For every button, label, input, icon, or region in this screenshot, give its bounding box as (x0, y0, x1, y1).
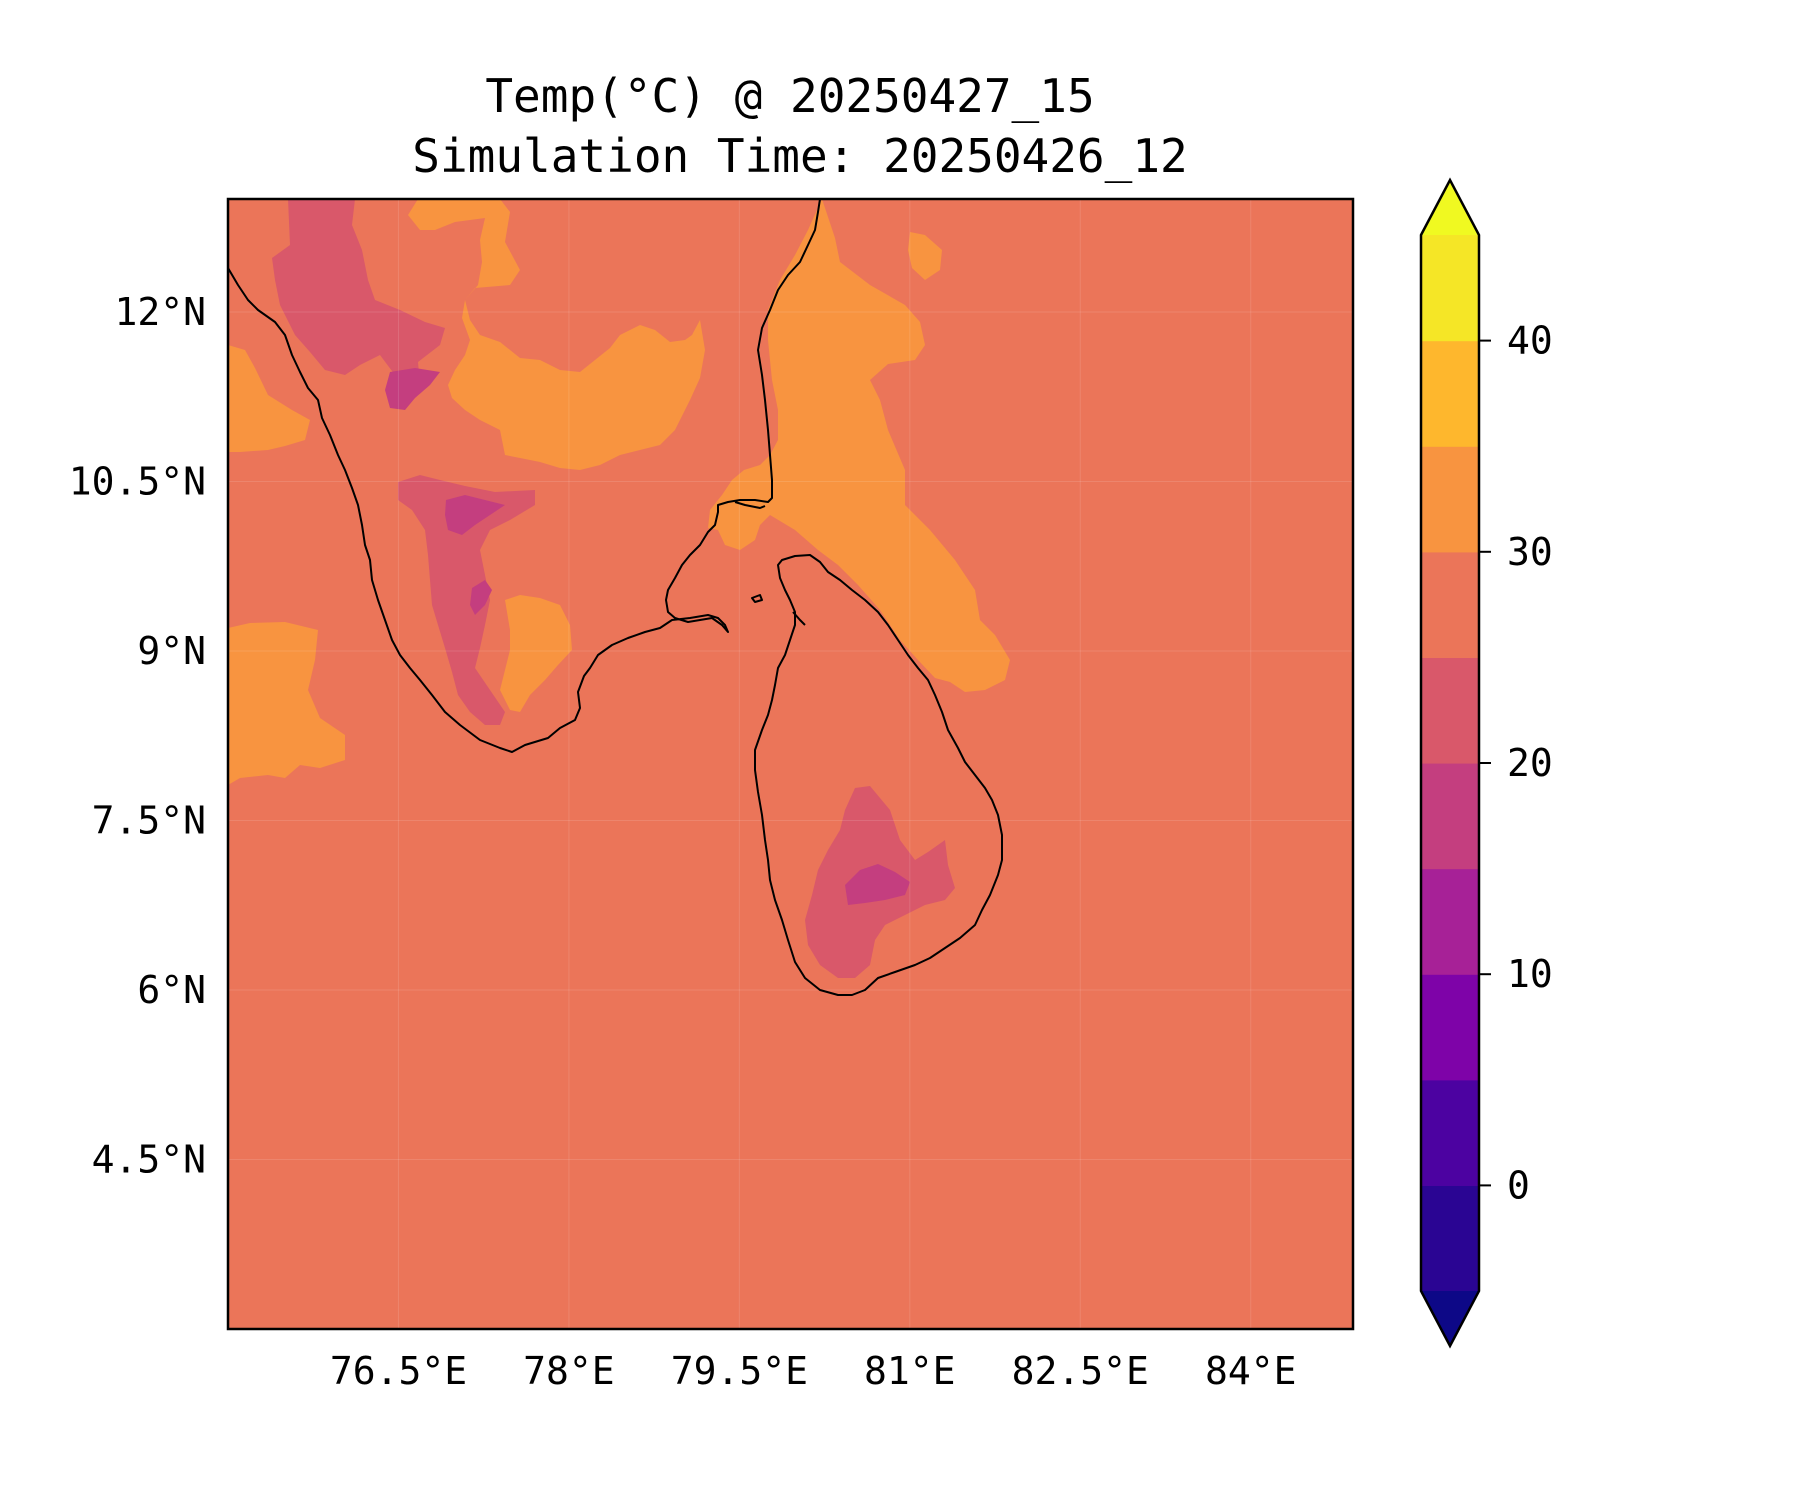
lon-tick-label: 84°E (1205, 1349, 1297, 1393)
temp-region-srilanka-peak (845, 864, 910, 905)
coastline-srilanka (754, 554, 1003, 996)
latitude-ticks: 12°N 10.5°N 9°N 7.5°N 6°N 4.5°N (69, 290, 206, 1182)
colorbar-segment (1421, 1079, 1479, 1186)
lon-tick-label: 76.5°E (330, 1349, 467, 1393)
colorbar-outline (1419, 177, 1481, 1349)
colorbar-under-triangle (1421, 1291, 1479, 1346)
coastline-india (228, 199, 821, 753)
lon-tick-label: 82.5°E (1012, 1349, 1149, 1393)
colorbar-segment (1421, 446, 1479, 553)
lon-tick-label: 79.5°E (671, 1349, 808, 1393)
colorbar-segment (1421, 340, 1479, 447)
temp-region-tamilnadu-south (500, 595, 572, 712)
temperature-field (228, 199, 1010, 978)
lat-tick-label: 9°N (137, 629, 206, 673)
colorbar-tick-label: 30 (1507, 530, 1553, 574)
temp-30-35-regions (228, 199, 1010, 785)
colorbar-segment (1421, 868, 1479, 975)
temp-region-tamilnadu-north (408, 199, 705, 470)
temp-region-western-ghats-south (398, 475, 535, 725)
temp-region-kerala-north (228, 345, 310, 452)
temp-region-palk-srilanka-north (708, 199, 1010, 692)
map-panel: 76.5°E 78°E 79.5°E 81°E 82.5°E 84°E 12°N 10.5°… (69, 197, 1355, 1393)
coastline-mannar (792, 611, 806, 626)
temp-region-western-ghats-north (272, 199, 445, 392)
colorbar-segments (1421, 235, 1479, 1292)
colorbar-tick-label: 10 (1507, 952, 1553, 996)
coastline-rameswaram (734, 501, 766, 509)
colorbar-tick-label: 0 (1507, 1163, 1530, 1207)
temp-region-anaimalai (445, 495, 505, 535)
colorbar-segment (1421, 1185, 1479, 1292)
gridlines (228, 199, 1353, 1329)
colorbar: 0 10 20 30 40 (1419, 177, 1553, 1349)
colorbar-ticks: 0 10 20 30 40 (1479, 319, 1553, 1207)
colorbar-over-triangle (1421, 180, 1479, 235)
lon-tick-label: 81°E (864, 1349, 956, 1393)
lat-tick-label: 6°N (137, 968, 206, 1012)
temp-region-arabian-sea (228, 622, 345, 785)
colorbar-tick-label: 40 (1507, 319, 1553, 363)
lat-tick-label: 10.5°N (69, 460, 206, 504)
temp-15-20-regions (385, 368, 910, 905)
temp-region-palani (470, 580, 492, 615)
longitude-ticks: 76.5°E 78°E 79.5°E 81°E 82.5°E 84°E (330, 1349, 1297, 1393)
lat-tick-label: 4.5°N (92, 1138, 206, 1182)
temp-region-bay-islet (908, 232, 942, 280)
colorbar-segment (1421, 235, 1479, 342)
map-frame (226, 197, 1355, 1331)
colorbar-segment (1421, 974, 1479, 1081)
coastline-jaffna-islands (751, 594, 763, 603)
lat-tick-label: 12°N (114, 290, 206, 334)
lat-tick-label: 7.5°N (92, 799, 206, 843)
title-line-1: Temp(°C) @ 20250427_15 (485, 69, 1094, 123)
title-line-2: Simulation Time: 20250426_12 (412, 129, 1187, 183)
colorbar-segment (1421, 551, 1479, 658)
lon-tick-label: 78°E (523, 1349, 615, 1393)
coastlines (228, 199, 1003, 996)
temp-region-nilgiris (385, 368, 440, 410)
colorbar-tick-label: 20 (1507, 741, 1553, 785)
colorbar-segment (1421, 657, 1479, 764)
colorbar-segment (1421, 763, 1479, 870)
